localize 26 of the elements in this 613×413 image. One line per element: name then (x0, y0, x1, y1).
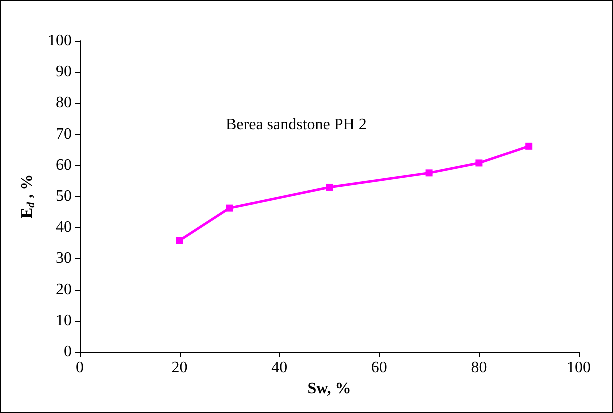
y-tick-label: 90 (56, 64, 72, 81)
point (326, 184, 333, 191)
y-tick-label: 100 (48, 32, 72, 50)
x-tick-label: 40 (272, 360, 288, 376)
point (426, 170, 433, 177)
point (526, 142, 533, 150)
x-tick-label: 80 (471, 360, 488, 376)
x-tick-label: 100 (567, 360, 591, 376)
y-tick-label: 30 (56, 250, 72, 268)
x-tick-label: 60 (371, 360, 388, 376)
point (226, 204, 234, 212)
point (176, 237, 184, 244)
x-tick-label: 20 (172, 360, 188, 376)
y-tick-label: 40 (56, 219, 72, 236)
y-tick-label: 60 (56, 156, 72, 174)
y-tick-label: 50 (56, 188, 72, 205)
x-tick-label: 0 (76, 360, 84, 376)
point (476, 160, 483, 167)
y-tick-label: 10 (56, 312, 72, 330)
y-tick-label: 20 (56, 281, 72, 298)
x-axis-title: Sw, % (308, 380, 352, 398)
y-axis-title: Ed , % (19, 174, 38, 219)
y-tick-label: 80 (56, 94, 72, 112)
y-tick-label: 0 (64, 344, 72, 360)
annotation: Berea sandstone PH 2 (226, 116, 367, 134)
y-tick-label: 70 (56, 126, 72, 143)
